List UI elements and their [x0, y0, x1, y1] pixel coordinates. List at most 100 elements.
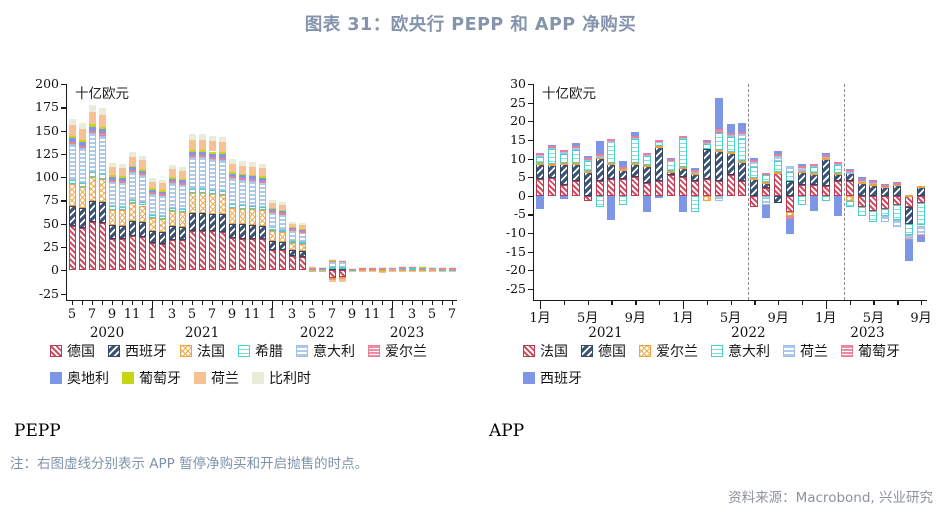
- bar-segment: [258, 239, 266, 271]
- bar-segment: [547, 164, 556, 178]
- bar-segment: [278, 212, 286, 215]
- bar-segment: [438, 267, 446, 269]
- x-axis-label: 11: [243, 307, 261, 322]
- bar-segment: [714, 149, 723, 152]
- bar-segment: [158, 179, 166, 184]
- legend-swatch: [252, 372, 264, 384]
- bar-segment: [158, 216, 166, 220]
- bar-segment: [905, 206, 914, 224]
- bar-segment: [108, 167, 116, 176]
- bar-segment: [98, 223, 106, 271]
- bar-segment: [178, 180, 186, 183]
- legend-swatch: [296, 345, 308, 357]
- year-label: 2023: [850, 325, 885, 341]
- bar-segment: [702, 143, 711, 150]
- bar-segment: [338, 277, 346, 280]
- bar-segment: [228, 204, 236, 208]
- bar-segment: [905, 223, 914, 235]
- x-axis-tick: [102, 300, 104, 305]
- x-axis-tick: [302, 300, 304, 305]
- bar-segment: [857, 182, 866, 196]
- legend-swatch: [523, 345, 535, 357]
- legend-item: 荷兰: [194, 368, 239, 388]
- bar-segment: [278, 229, 286, 232]
- bar-segment: [571, 149, 580, 163]
- x-axis-tick: [539, 300, 542, 309]
- bar-segment: [631, 164, 640, 178]
- bar-segment: [690, 180, 699, 196]
- bar-segment: [188, 149, 196, 152]
- legend-item: 德国: [581, 341, 626, 361]
- bar-segment: [535, 162, 544, 165]
- bar-segment: [168, 181, 176, 184]
- bar-segment: [655, 147, 664, 181]
- year-label: 2022: [299, 325, 335, 341]
- footnote: 注：右图虚线分别表示 APP 暂停净购买和开启抛售的时点。: [10, 456, 369, 472]
- x-axis-label: 5: [67, 307, 77, 322]
- bar-segment: [208, 194, 216, 214]
- bar-segment: [258, 225, 266, 240]
- bar-segment: [821, 154, 830, 157]
- bar-segment: [248, 162, 256, 167]
- x-axis-tick: [778, 300, 780, 305]
- bar-segment: [178, 170, 186, 179]
- bar-segment: [288, 249, 296, 257]
- bar-segment: [248, 224, 256, 239]
- year-label: 2020: [89, 325, 125, 341]
- bar-segment: [738, 161, 747, 164]
- legend-swatch: [711, 345, 723, 357]
- bar-segment: [595, 141, 604, 155]
- legend-label: 法国: [540, 344, 568, 360]
- bar-segment: [655, 180, 664, 196]
- bar-segment: [98, 173, 106, 179]
- bar-segment: [774, 161, 783, 173]
- bar-segment: [905, 194, 914, 197]
- y-axis-tick: [61, 270, 67, 272]
- bar-segment: [228, 171, 236, 174]
- legend-item: 爱尔兰: [639, 341, 698, 361]
- bar-segment: [238, 175, 246, 179]
- bar-segment: [88, 111, 96, 125]
- bar-segment: [228, 223, 236, 239]
- bar-segment: [845, 168, 854, 171]
- bar-segment: [338, 279, 346, 282]
- bar-segment: [833, 180, 842, 196]
- bar-segment: [268, 208, 276, 210]
- bar-segment: [288, 223, 296, 228]
- bar-segment: [218, 137, 226, 143]
- bar-segment: [158, 183, 166, 191]
- bar-segment: [288, 229, 296, 232]
- bar-segment: [643, 155, 652, 165]
- bar-segment: [857, 178, 866, 181]
- legend-swatch: [50, 372, 62, 384]
- x-axis-label: 3: [167, 307, 177, 322]
- bar-segment: [535, 164, 544, 179]
- bar-segment: [821, 158, 830, 187]
- bar-segment: [917, 225, 926, 235]
- legend-label: 葡萄牙: [139, 371, 181, 387]
- bar-segment: [238, 161, 246, 166]
- bar-segment: [559, 184, 568, 196]
- pepp-legend: 德国 西班牙 法国 希腊 意大利 爱尔兰 奥地利 葡萄牙 荷兰 比利时: [50, 341, 460, 395]
- bar-segment: [750, 160, 759, 163]
- bar-segment: [218, 142, 226, 153]
- bar-segment: [388, 271, 396, 273]
- legend-row: 法国 德国 爱尔兰 意大利 荷兰 葡萄牙: [523, 341, 933, 361]
- dashed-vline: [843, 84, 845, 300]
- bar-segment: [881, 216, 890, 222]
- bar-segment: [258, 207, 266, 211]
- x-axis-label: 11: [363, 307, 381, 322]
- bar-segment: [118, 180, 126, 183]
- x-axis-label: 5月: [862, 311, 885, 326]
- bar-segment: [198, 213, 206, 231]
- bar-segment: [809, 167, 818, 173]
- bar-segment: [631, 136, 640, 139]
- bar-segment: [108, 239, 116, 271]
- bar-segment: [68, 118, 76, 125]
- bar-segment: [809, 195, 818, 211]
- x-axis-tick: [392, 300, 394, 309]
- y-axis-label: 15: [510, 131, 526, 147]
- bar-segment: [198, 157, 206, 190]
- bar-segment: [547, 146, 556, 149]
- bar-segment: [328, 266, 336, 269]
